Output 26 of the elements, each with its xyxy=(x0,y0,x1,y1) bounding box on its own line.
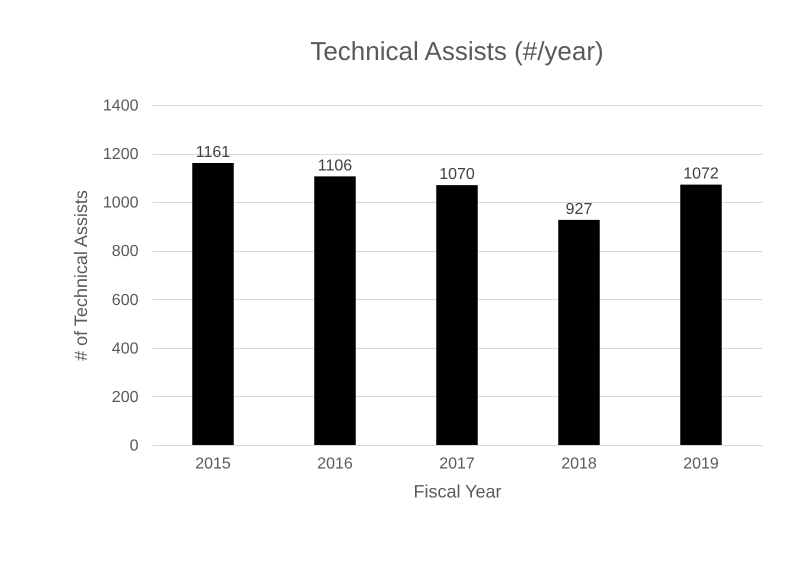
y-axis-title: # of Technical Assists xyxy=(70,190,91,361)
y-tick-label: 0 xyxy=(130,438,139,454)
data-label: 927 xyxy=(566,200,592,218)
data-label: 1070 xyxy=(439,166,475,184)
y-tick-label: 200 xyxy=(112,388,139,406)
x-tick-label: 2016 xyxy=(317,456,353,472)
data-label: 1072 xyxy=(683,166,719,183)
data-label: 1161 xyxy=(196,144,230,162)
x-axis-title: Fiscal Year xyxy=(413,482,502,502)
y-tick-label: 1000 xyxy=(102,194,139,212)
chart-title: Technical Assists (#/year) xyxy=(310,36,604,66)
x-tick-label: 2019 xyxy=(683,456,719,472)
y-tick-label: 600 xyxy=(112,292,139,309)
bar xyxy=(192,163,234,445)
y-tick-label: 1400 xyxy=(102,98,139,114)
data-label: 1106 xyxy=(318,157,352,174)
bar xyxy=(436,185,478,445)
x-tick-label: 2017 xyxy=(439,456,475,472)
x-tick-label: 2018 xyxy=(561,456,597,472)
y-tick-label: 400 xyxy=(112,340,139,358)
bar xyxy=(680,184,722,445)
bar xyxy=(314,176,356,445)
y-tick-label: 1200 xyxy=(102,146,139,164)
y-tick-label: 800 xyxy=(112,243,139,260)
x-tick-label: 2015 xyxy=(195,456,231,472)
bar xyxy=(558,220,600,445)
